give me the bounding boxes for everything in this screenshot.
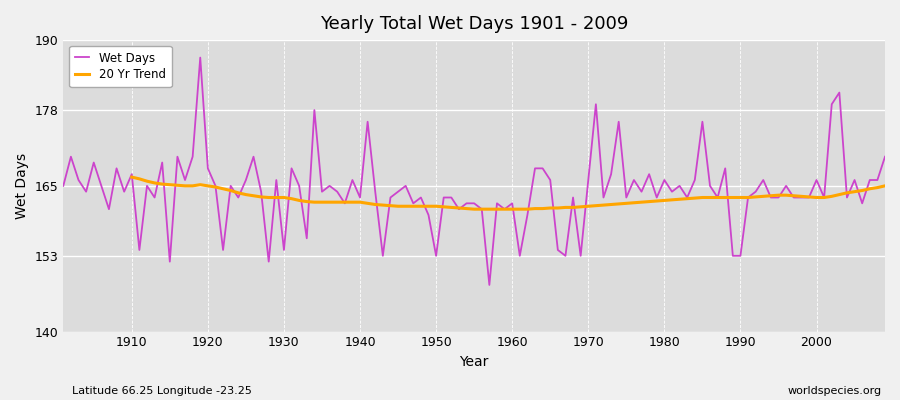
Wet Days xyxy=(58,184,68,188)
20 Yr Trend xyxy=(271,195,282,200)
20 Yr Trend xyxy=(583,204,594,209)
X-axis label: Year: Year xyxy=(460,355,489,369)
Wet Days xyxy=(339,201,350,206)
20 Yr Trend xyxy=(469,207,480,212)
Text: Latitude 66.25 Longitude -23.25: Latitude 66.25 Longitude -23.25 xyxy=(72,386,252,396)
20 Yr Trend xyxy=(879,184,890,188)
Line: Wet Days: Wet Days xyxy=(63,58,885,285)
Wet Days xyxy=(613,119,624,124)
20 Yr Trend xyxy=(302,199,312,204)
Text: worldspecies.org: worldspecies.org xyxy=(788,386,882,396)
Wet Days xyxy=(522,212,533,217)
Wet Days xyxy=(119,189,130,194)
20 Yr Trend xyxy=(850,189,860,194)
Wet Days xyxy=(515,254,526,258)
Wet Days xyxy=(293,184,304,188)
Title: Yearly Total Wet Days 1901 - 2009: Yearly Total Wet Days 1901 - 2009 xyxy=(320,15,628,33)
Wet Days xyxy=(484,282,495,287)
Wet Days xyxy=(879,154,890,159)
Line: 20 Yr Trend: 20 Yr Trend xyxy=(131,177,885,209)
Wet Days xyxy=(194,55,205,60)
20 Yr Trend xyxy=(826,194,837,199)
Legend: Wet Days, 20 Yr Trend: Wet Days, 20 Yr Trend xyxy=(69,46,172,87)
20 Yr Trend xyxy=(522,207,533,212)
Y-axis label: Wet Days: Wet Days xyxy=(15,153,29,219)
20 Yr Trend xyxy=(126,175,137,180)
